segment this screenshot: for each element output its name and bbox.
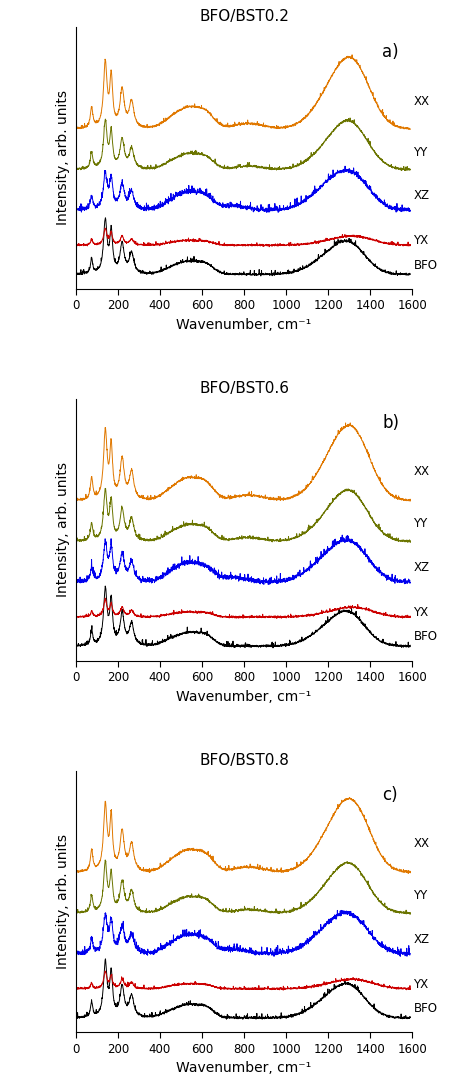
Text: XZ: XZ — [413, 561, 429, 574]
X-axis label: Wavenumber, cm⁻¹: Wavenumber, cm⁻¹ — [176, 1062, 312, 1076]
Y-axis label: Intensity, arb. units: Intensity, arb. units — [56, 463, 70, 597]
Title: BFO/BST0.6: BFO/BST0.6 — [199, 382, 289, 397]
Text: YY: YY — [413, 146, 428, 159]
X-axis label: Wavenumber, cm⁻¹: Wavenumber, cm⁻¹ — [176, 318, 312, 332]
Text: YX: YX — [413, 977, 428, 990]
Y-axis label: Intensity, arb. units: Intensity, arb. units — [56, 91, 70, 226]
Text: BFO: BFO — [413, 630, 438, 643]
Text: XX: XX — [413, 838, 429, 851]
Text: XX: XX — [413, 95, 429, 108]
Text: XZ: XZ — [413, 933, 429, 946]
Text: b): b) — [382, 414, 399, 432]
Title: BFO/BST0.2: BFO/BST0.2 — [199, 10, 289, 25]
Title: BFO/BST0.8: BFO/BST0.8 — [199, 753, 289, 768]
Y-axis label: Intensity, arb. units: Intensity, arb. units — [56, 833, 70, 969]
Text: YX: YX — [413, 235, 428, 248]
X-axis label: Wavenumber, cm⁻¹: Wavenumber, cm⁻¹ — [176, 690, 312, 704]
Text: a): a) — [382, 43, 399, 61]
Text: YX: YX — [413, 605, 428, 618]
Text: YY: YY — [413, 517, 428, 530]
Text: c): c) — [382, 786, 398, 804]
Text: BFO: BFO — [413, 1002, 438, 1015]
Text: BFO: BFO — [413, 258, 438, 271]
Text: XZ: XZ — [413, 189, 429, 202]
Text: YY: YY — [413, 889, 428, 902]
Text: XX: XX — [413, 465, 429, 478]
